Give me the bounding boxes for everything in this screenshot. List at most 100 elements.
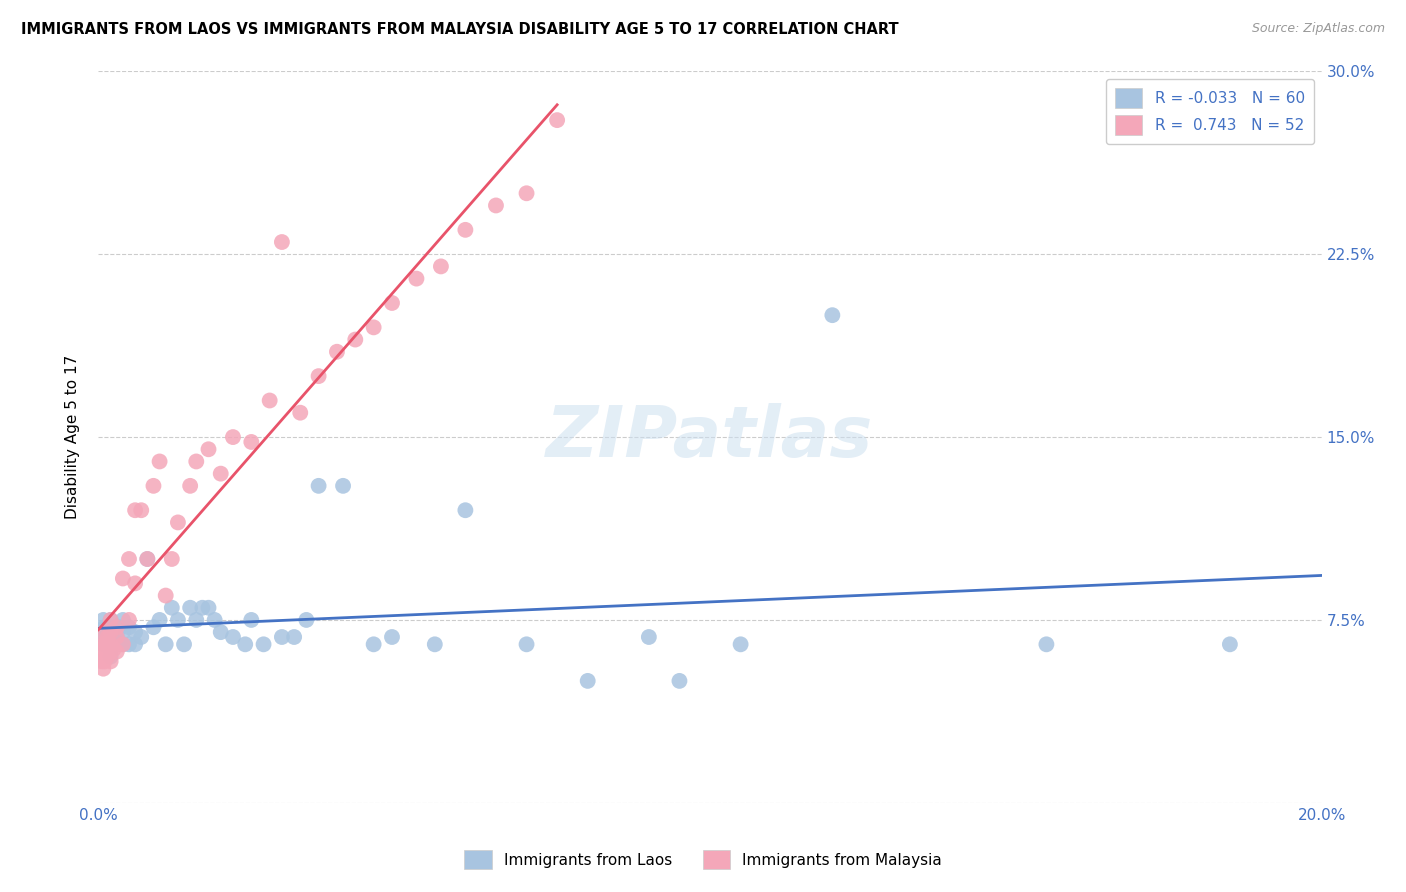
Point — [118, 552, 141, 566]
Point — [197, 442, 219, 457]
Point — [173, 637, 195, 651]
Point — [209, 625, 232, 640]
Text: Source: ZipAtlas.com: Source: ZipAtlas.com — [1251, 22, 1385, 36]
Point — [290, 406, 312, 420]
Point — [186, 454, 208, 468]
Point — [91, 613, 114, 627]
Point — [118, 620, 141, 634]
Point — [270, 630, 292, 644]
Point — [381, 296, 404, 310]
Point — [222, 430, 245, 444]
Text: IMMIGRANTS FROM LAOS VS IMMIGRANTS FROM MALAYSIA DISABILITY AGE 5 TO 17 CORRELAT: IMMIGRANTS FROM LAOS VS IMMIGRANTS FROM … — [21, 22, 898, 37]
Point — [209, 467, 232, 481]
Point — [93, 649, 115, 664]
Point — [576, 673, 599, 688]
Point — [454, 223, 477, 237]
Point — [308, 479, 330, 493]
Point — [179, 479, 201, 493]
Point — [485, 198, 508, 212]
Point — [730, 637, 752, 651]
Point — [93, 637, 115, 651]
Point — [430, 260, 453, 274]
Point — [149, 454, 172, 468]
Point — [100, 637, 122, 651]
Point — [94, 625, 117, 640]
Text: ZIPatlas: ZIPatlas — [547, 402, 873, 472]
Point — [118, 613, 141, 627]
Point — [222, 630, 245, 644]
Point — [90, 654, 112, 668]
Point — [344, 333, 367, 347]
Point — [93, 625, 115, 640]
Point — [90, 625, 112, 640]
Point — [142, 479, 165, 493]
Point — [155, 637, 177, 651]
Point — [93, 620, 115, 634]
Point — [186, 613, 208, 627]
Point — [240, 613, 263, 627]
Point — [283, 630, 305, 644]
Point — [90, 637, 112, 651]
Point — [821, 308, 844, 322]
Point — [111, 613, 134, 627]
Point — [93, 637, 115, 651]
Point — [363, 320, 385, 334]
Point — [516, 186, 538, 201]
Point — [423, 637, 446, 651]
Point — [252, 637, 274, 651]
Point — [332, 479, 354, 493]
Point — [295, 613, 318, 627]
Point — [111, 637, 134, 651]
Point — [191, 600, 214, 615]
Point — [1219, 637, 1241, 651]
Point — [381, 630, 404, 644]
Point — [100, 625, 122, 640]
Point — [97, 620, 120, 634]
Point — [111, 572, 134, 586]
Point — [179, 600, 201, 615]
Point — [105, 637, 128, 651]
Point — [326, 344, 349, 359]
Point — [100, 620, 122, 634]
Point — [129, 630, 152, 644]
Point — [100, 613, 122, 627]
Point — [97, 630, 120, 644]
Point — [124, 503, 146, 517]
Point — [100, 654, 122, 668]
Point — [93, 630, 115, 644]
Point — [1035, 637, 1057, 651]
Point — [105, 630, 128, 644]
Point — [124, 576, 146, 591]
Point — [91, 662, 114, 676]
Point — [637, 630, 661, 644]
Point — [167, 516, 190, 530]
Point — [259, 393, 281, 408]
Point — [129, 503, 152, 517]
Point — [89, 649, 111, 664]
Point — [149, 613, 172, 627]
Point — [136, 552, 159, 566]
Point — [108, 620, 131, 634]
Point — [94, 637, 117, 651]
Legend: R = -0.033   N = 60, R =  0.743   N = 52: R = -0.033 N = 60, R = 0.743 N = 52 — [1107, 79, 1315, 145]
Point — [118, 637, 141, 651]
Point — [111, 637, 134, 651]
Legend: Immigrants from Laos, Immigrants from Malaysia: Immigrants from Laos, Immigrants from Ma… — [458, 844, 948, 875]
Point — [160, 600, 183, 615]
Point — [100, 613, 122, 627]
Point — [155, 589, 177, 603]
Point — [363, 637, 385, 651]
Y-axis label: Disability Age 5 to 17: Disability Age 5 to 17 — [65, 355, 80, 519]
Point — [105, 630, 128, 644]
Point — [100, 649, 122, 664]
Point — [197, 600, 219, 615]
Point — [105, 625, 128, 640]
Point — [105, 645, 128, 659]
Point — [136, 552, 159, 566]
Point — [240, 434, 263, 449]
Point — [516, 637, 538, 651]
Point — [142, 620, 165, 634]
Point — [100, 642, 122, 657]
Point — [308, 369, 330, 384]
Point — [204, 613, 226, 627]
